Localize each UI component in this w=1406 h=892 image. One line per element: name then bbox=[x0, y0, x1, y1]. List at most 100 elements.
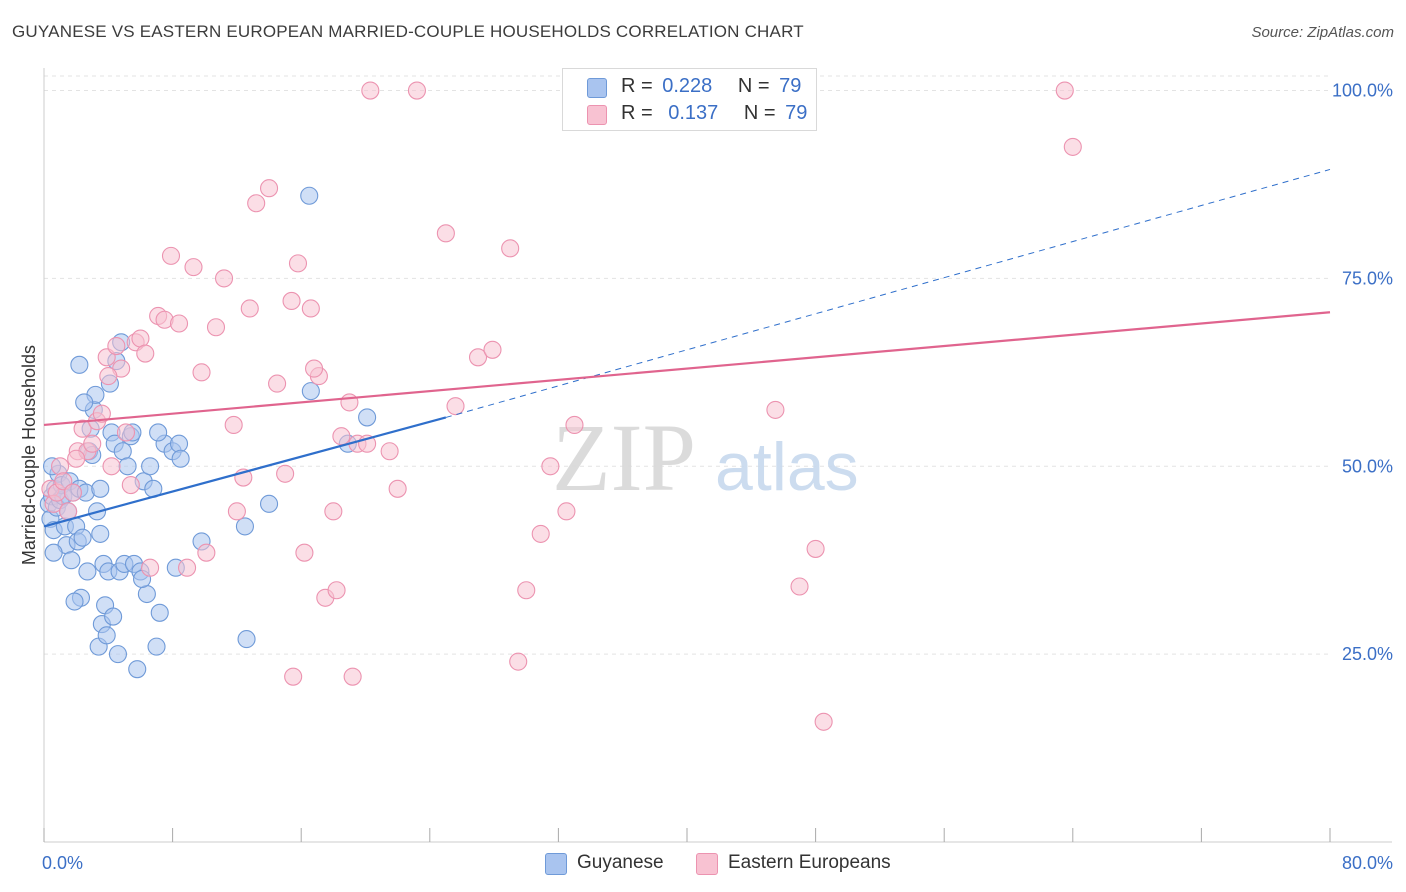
data-point bbox=[407, 81, 426, 100]
data-point bbox=[288, 254, 308, 273]
stats-legend: R = 0.228 N = 79 R = 0.137 N = 79 bbox=[562, 68, 817, 131]
bottom-swatch-guyanese bbox=[545, 853, 567, 875]
data-point bbox=[227, 502, 246, 521]
data-point bbox=[73, 528, 92, 547]
data-point bbox=[284, 667, 303, 686]
data-point bbox=[73, 419, 92, 438]
data-point bbox=[141, 558, 160, 577]
data-point bbox=[65, 592, 84, 611]
data-point bbox=[63, 483, 82, 502]
data-point bbox=[99, 367, 118, 386]
guyanese-points bbox=[39, 186, 377, 679]
legend-n-label: N = bbox=[743, 102, 776, 124]
data-point bbox=[206, 318, 226, 337]
data-point bbox=[197, 543, 216, 562]
data-point bbox=[178, 558, 197, 577]
data-point bbox=[192, 363, 211, 382]
bottom-label-guyanese: Guyanese bbox=[577, 852, 664, 873]
data-point bbox=[169, 434, 189, 453]
legend-n-label: N = bbox=[737, 75, 770, 97]
legend-r-label: R = bbox=[621, 102, 653, 124]
data-point bbox=[436, 224, 455, 243]
data-point bbox=[161, 246, 181, 265]
data-point bbox=[184, 258, 203, 277]
data-point bbox=[141, 457, 160, 476]
data-point bbox=[259, 494, 279, 513]
data-point bbox=[67, 449, 86, 468]
data-point bbox=[137, 584, 156, 604]
data-point bbox=[97, 626, 116, 645]
chart-title: GUYANESE VS EASTERN EUROPEAN MARRIED-COU… bbox=[12, 22, 804, 41]
data-point bbox=[171, 449, 190, 468]
y-axis-label: Married-couple Households bbox=[19, 345, 39, 565]
data-point bbox=[1055, 81, 1074, 100]
data-point bbox=[301, 382, 320, 401]
data-point bbox=[118, 457, 137, 476]
data-point bbox=[116, 423, 136, 442]
data-point bbox=[343, 667, 362, 686]
data-point bbox=[276, 464, 295, 483]
bottom-label-eastern: Eastern Europeans bbox=[728, 852, 891, 873]
x-tick-label-max: 80.0% bbox=[1342, 853, 1393, 873]
data-point bbox=[324, 502, 343, 521]
data-point bbox=[790, 577, 809, 596]
axes bbox=[43, 68, 1392, 843]
data-point bbox=[107, 336, 126, 356]
y-tick-label: 100.0% bbox=[1332, 81, 1393, 101]
data-point bbox=[332, 427, 351, 446]
data-point bbox=[565, 415, 584, 434]
data-point bbox=[75, 393, 94, 412]
bottom-swatch-eastern bbox=[696, 853, 718, 875]
legend-n-guyanese: 79 bbox=[779, 75, 802, 97]
data-point bbox=[531, 524, 550, 543]
data-point bbox=[468, 348, 488, 367]
y-tick-label: 75.0% bbox=[1342, 268, 1393, 288]
data-point bbox=[814, 712, 833, 731]
data-point bbox=[70, 355, 89, 374]
data-point bbox=[483, 340, 502, 359]
data-point bbox=[240, 299, 259, 318]
data-point bbox=[104, 607, 123, 626]
tick-labels: 25.0% 50.0% 75.0% 100.0% 0.0% 80.0% bbox=[42, 81, 1393, 873]
data-point bbox=[259, 179, 279, 198]
data-point bbox=[361, 81, 380, 100]
source-label: Source: ZipAtlas.com bbox=[1251, 24, 1394, 41]
data-point bbox=[224, 415, 243, 434]
eastern-points bbox=[41, 81, 1082, 731]
data-point bbox=[358, 408, 377, 427]
data-point bbox=[136, 344, 155, 363]
data-point bbox=[301, 299, 320, 318]
data-point bbox=[388, 479, 407, 498]
data-point bbox=[446, 397, 465, 416]
data-point bbox=[340, 393, 359, 412]
legend-text-guyanese: R = 0.228 N = 79 bbox=[621, 75, 801, 98]
trend-line-eastern bbox=[43, 311, 1331, 427]
data-point bbox=[380, 442, 399, 461]
legend-n-eastern: 79 bbox=[785, 102, 808, 124]
data-point bbox=[83, 434, 102, 453]
legend-r-label: R = bbox=[621, 75, 653, 97]
data-point bbox=[62, 551, 81, 570]
data-point bbox=[282, 291, 301, 311]
trend-lines bbox=[43, 168, 1331, 528]
data-point bbox=[78, 562, 97, 581]
data-point bbox=[147, 637, 166, 656]
data-point bbox=[51, 457, 70, 476]
watermark-atlas: atlas bbox=[715, 429, 859, 505]
y-tick-label: 50.0% bbox=[1342, 456, 1393, 476]
data-point bbox=[108, 645, 127, 664]
data-point bbox=[235, 517, 254, 536]
data-point bbox=[300, 186, 319, 205]
legend-swatch-eastern bbox=[587, 105, 607, 125]
data-point bbox=[541, 457, 560, 476]
legend-r-eastern: 0.137 bbox=[668, 102, 719, 124]
data-point bbox=[149, 423, 168, 442]
legend-text-eastern: R = 0.137 N = 79 bbox=[621, 102, 807, 125]
data-point bbox=[214, 269, 234, 288]
data-point bbox=[509, 652, 528, 671]
data-point bbox=[113, 442, 132, 461]
data-point bbox=[501, 239, 520, 258]
trend-line-guyanese bbox=[43, 416, 447, 528]
data-point bbox=[295, 543, 314, 562]
